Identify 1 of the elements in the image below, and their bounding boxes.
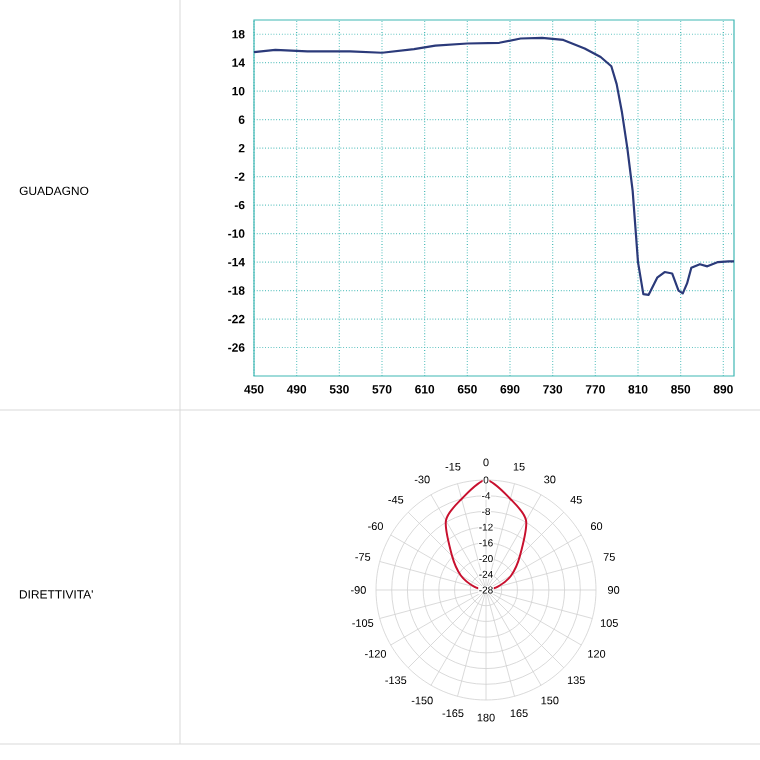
line-series <box>252 36 736 296</box>
